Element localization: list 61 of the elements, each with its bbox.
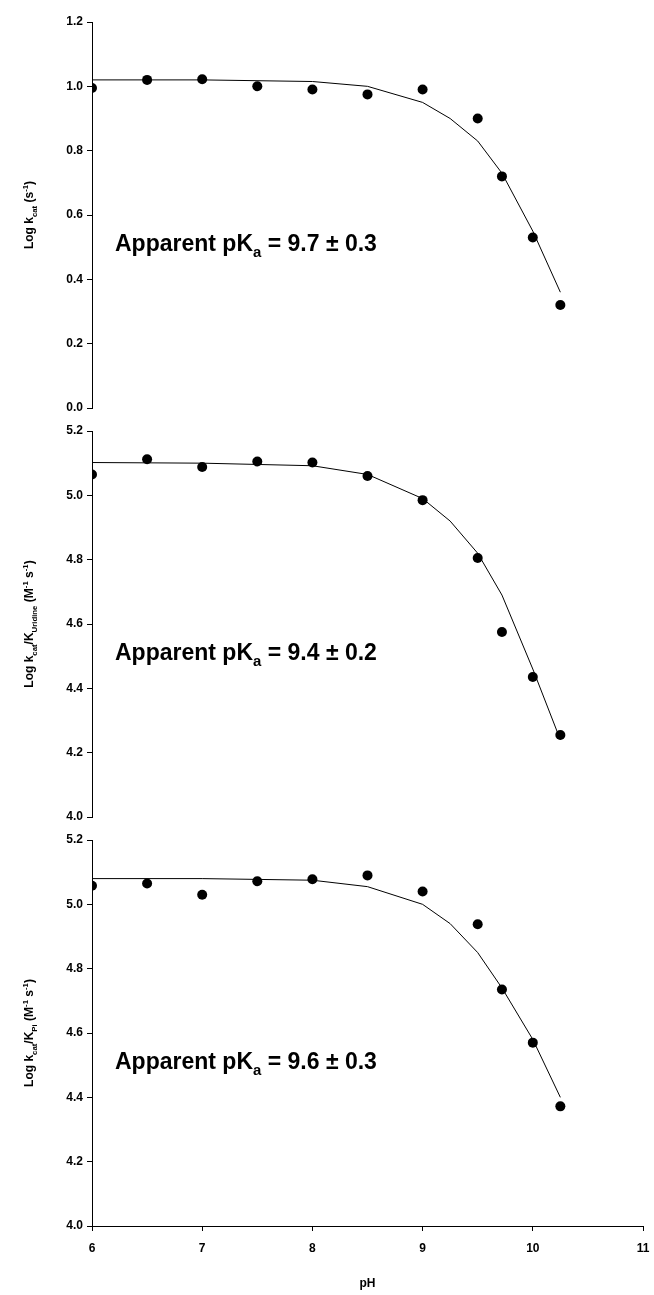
x-tick-label: 10: [526, 1240, 540, 1255]
point: [142, 454, 153, 465]
y-tick-label: 4.8: [66, 960, 84, 975]
point: [417, 495, 428, 506]
point: [472, 113, 483, 124]
point: [555, 729, 566, 740]
x-axis-title: pH: [359, 1276, 376, 1291]
y-tick-label: 4.2: [66, 1153, 84, 1168]
y-tick-label: 1.0: [66, 78, 84, 93]
y-tick-label: 1.2: [66, 14, 84, 29]
y-tick-label: 5.2: [66, 423, 84, 438]
x-tick-label: 7: [198, 1240, 206, 1255]
point: [527, 1037, 538, 1048]
point: [496, 171, 507, 182]
point: [362, 471, 373, 482]
point: [362, 89, 373, 100]
point: [527, 232, 538, 243]
x-tick-label: 6: [88, 1240, 96, 1255]
point: [307, 457, 318, 468]
point: [472, 919, 483, 930]
point: [527, 672, 538, 683]
annotation: Apparent pK$_{a}$ = 9.6 ± 0.3: [115, 1048, 377, 1079]
point: [417, 84, 428, 95]
point: [197, 74, 208, 85]
point: [142, 878, 153, 889]
y-tick-label: 5.0: [66, 896, 84, 911]
point: [307, 874, 318, 885]
point: [252, 81, 263, 92]
point: [555, 300, 566, 311]
x-tick-label: 8: [309, 1240, 317, 1255]
point: [197, 889, 208, 900]
point: [496, 627, 507, 638]
point: [555, 1101, 566, 1112]
y-tick-label: 4.0: [66, 1218, 84, 1233]
point: [252, 456, 263, 467]
y-tick-label: 4.4: [66, 1089, 84, 1104]
y-tick-label: 0.4: [66, 271, 84, 286]
y-tick-label: 4.4: [66, 680, 84, 695]
y-tick-label: 0.8: [66, 142, 84, 157]
y-tick-label: 4.8: [66, 551, 84, 566]
y-tick-label: 0.2: [66, 335, 84, 350]
point: [307, 84, 318, 95]
point: [252, 876, 263, 887]
point: [197, 462, 208, 473]
y-tick-label: 4.6: [66, 1025, 84, 1040]
y-tick-label: 5.2: [66, 832, 84, 847]
y-tick-label: 4.0: [66, 809, 84, 824]
point: [472, 553, 483, 564]
annotation: Apparent pK$_{a}$ = 9.4 ± 0.2: [115, 639, 377, 670]
y-tick-label: 0.0: [66, 400, 84, 415]
point: [362, 870, 373, 881]
y-tick-label: 4.6: [66, 616, 84, 631]
annotation: Apparent pK$_{a}$ = 9.7 ± 0.3: [115, 230, 377, 261]
y-tick-label: 4.2: [66, 744, 84, 759]
point: [496, 984, 507, 995]
x-tick-label: 11: [636, 1240, 650, 1255]
y-tick-label: 5.0: [66, 487, 84, 502]
point: [417, 886, 428, 897]
x-tick-label: 9: [419, 1240, 427, 1255]
point: [142, 74, 153, 85]
y-tick-label: 0.6: [66, 207, 84, 222]
